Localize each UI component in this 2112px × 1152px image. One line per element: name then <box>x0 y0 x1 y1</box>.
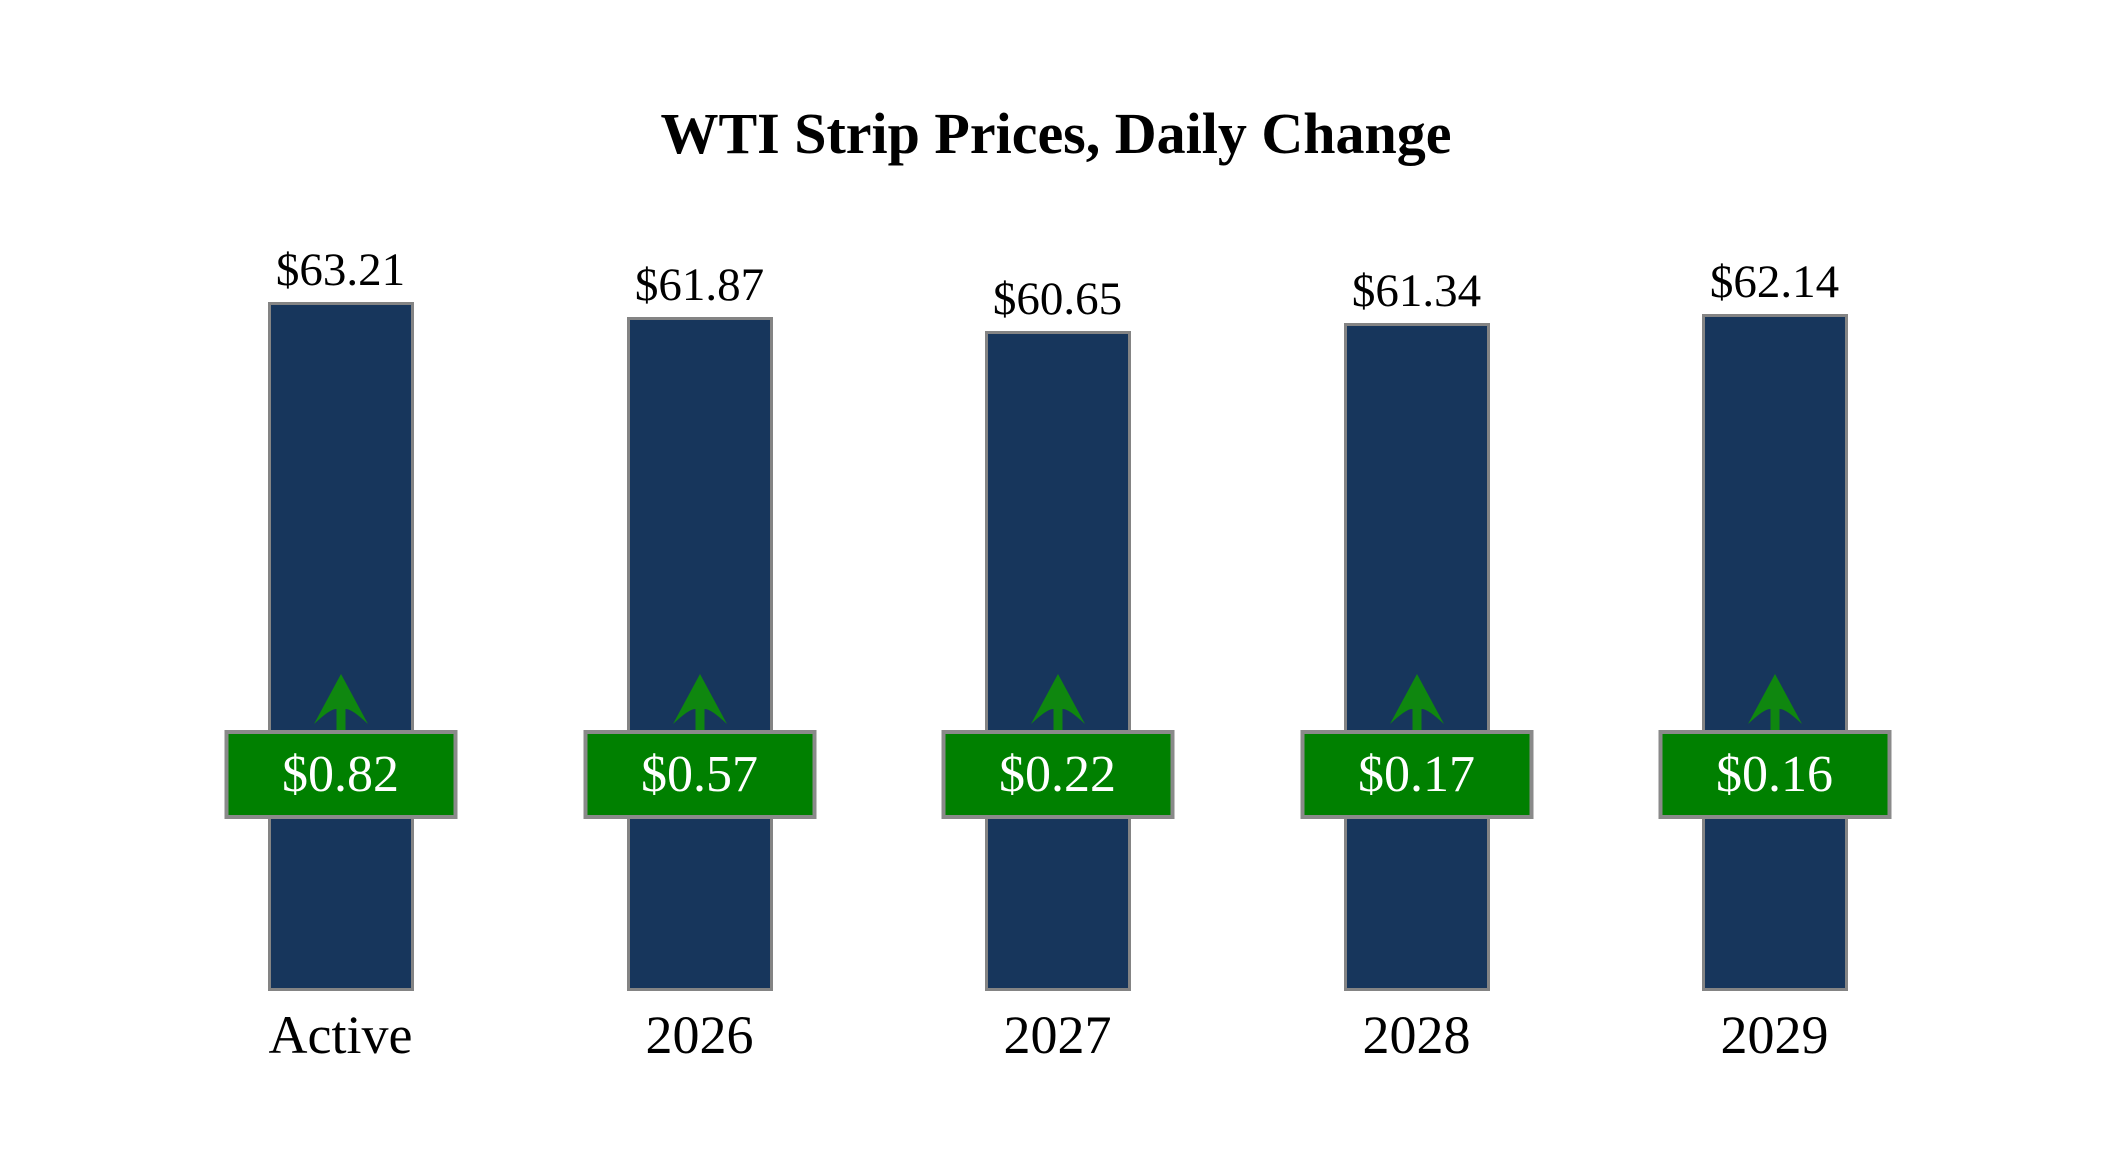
change-badge: $0.57 <box>583 730 816 819</box>
change-badge: $0.82 <box>224 730 457 819</box>
change-badge: $0.17 <box>1300 730 1533 819</box>
bar-group: $61.87 $0.57 2026 <box>520 0 879 1152</box>
bar-value-label: $61.34 <box>1351 265 1482 317</box>
bar-value-label: $63.21 <box>275 244 406 296</box>
change-value-label: $0.17 <box>1358 746 1475 803</box>
bar <box>1343 323 1490 991</box>
bar-value-label: $62.14 <box>1709 256 1840 308</box>
up-arrow-icon <box>1747 674 1802 748</box>
bar <box>626 317 773 991</box>
bar-category-label: Active <box>268 1005 413 1065</box>
change-value-label: $0.16 <box>1716 746 1833 803</box>
bar-category-label: 2029 <box>1720 1005 1829 1065</box>
bar-group: $63.21 $0.82 Active <box>161 0 520 1152</box>
bar <box>984 331 1131 991</box>
chart-title: WTI Strip Prices, Daily Change <box>660 101 1452 166</box>
bar-value-label: $61.87 <box>634 259 765 311</box>
bar <box>1701 314 1848 991</box>
bar-value-label: $60.65 <box>992 273 1123 325</box>
change-value-label: $0.22 <box>999 746 1116 803</box>
bar-category-label: 2026 <box>645 1005 754 1065</box>
bar-category-label: 2027 <box>1003 1005 1112 1065</box>
bar-group: $61.34 $0.17 2028 <box>1237 0 1596 1152</box>
change-value-label: $0.82 <box>282 746 399 803</box>
up-arrow-icon <box>1389 674 1444 748</box>
bar-group: $60.65 $0.22 2027 <box>878 0 1237 1152</box>
bar-group: $62.14 $0.16 2029 <box>1595 0 1954 1152</box>
up-arrow-icon <box>1030 674 1085 748</box>
up-arrow-icon <box>313 674 368 748</box>
up-arrow-icon <box>672 674 727 748</box>
change-value-label: $0.57 <box>641 746 758 803</box>
change-badge: $0.22 <box>941 730 1174 819</box>
bar-category-label: 2028 <box>1362 1005 1471 1065</box>
change-badge: $0.16 <box>1658 730 1891 819</box>
bar <box>267 302 414 991</box>
